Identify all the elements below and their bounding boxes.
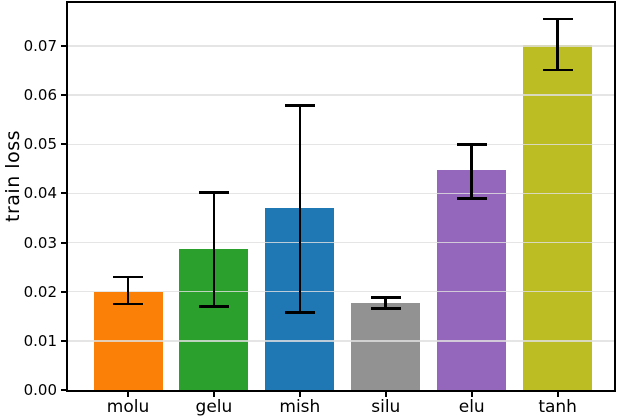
y-tick-label-0.04: 0.04 bbox=[23, 184, 57, 203]
bar-tanh bbox=[523, 44, 593, 390]
error-bar-silu bbox=[384, 297, 388, 309]
y-tick-0.06 bbox=[61, 94, 67, 97]
x-tick-label-gelu: gelu bbox=[195, 397, 233, 417]
error-cap-low-mish bbox=[284, 311, 315, 314]
y-tick-0.00 bbox=[61, 389, 67, 391]
error-bar-molu bbox=[126, 276, 130, 304]
y-tick-label-0.02: 0.02 bbox=[23, 282, 57, 301]
error-cap-high-tanh bbox=[542, 17, 573, 21]
y-tick-label-0.07: 0.07 bbox=[23, 37, 57, 55]
error-bar-tanh bbox=[556, 19, 559, 71]
y-tick-label-0.03: 0.03 bbox=[23, 233, 57, 252]
error-cap-low-elu bbox=[456, 197, 487, 200]
y-tick-0.02 bbox=[61, 290, 67, 293]
error-bar-elu bbox=[470, 144, 473, 199]
y-tick-label-0.05: 0.05 bbox=[23, 135, 57, 154]
error-bar-gelu bbox=[212, 192, 216, 307]
x-tick-label-elu: elu bbox=[458, 397, 485, 417]
error-cap-high-gelu bbox=[198, 191, 229, 194]
error-cap-high-silu bbox=[370, 296, 401, 299]
error-cap-low-silu bbox=[370, 307, 401, 310]
bar-molu bbox=[93, 291, 163, 390]
error-cap-high-mish bbox=[284, 104, 315, 107]
y-tick-label-0.00: 0.00 bbox=[23, 381, 57, 399]
y-tick-0.03 bbox=[61, 241, 67, 244]
x-tick-silu bbox=[384, 392, 387, 397]
error-cap-high-molu bbox=[113, 275, 143, 279]
error-cap-high-elu bbox=[456, 143, 487, 146]
plot-area bbox=[66, 1, 616, 392]
bars-layer bbox=[68, 3, 614, 390]
y-tick-0.01 bbox=[61, 339, 67, 342]
bar-elu bbox=[437, 170, 507, 390]
x-tick-mish bbox=[298, 392, 301, 397]
y-tick-0.04 bbox=[61, 192, 67, 195]
x-tick-tanh bbox=[556, 392, 559, 397]
bar-silu bbox=[351, 303, 421, 390]
error-bars-layer bbox=[68, 3, 614, 390]
error-cap-low-molu bbox=[113, 302, 143, 306]
x-tick-label-tanh: tanh bbox=[538, 397, 577, 417]
y-tick-0.07 bbox=[61, 45, 67, 47]
y-tick-0.05 bbox=[61, 143, 67, 146]
error-bar-mish bbox=[298, 105, 302, 313]
x-tick-gelu bbox=[212, 392, 215, 397]
x-tick-label-molu: molu bbox=[106, 397, 150, 417]
x-tick-elu bbox=[470, 392, 473, 397]
error-cap-low-tanh bbox=[542, 68, 573, 72]
y-tick-label-0.01: 0.01 bbox=[23, 331, 57, 350]
y-tick-label-0.06: 0.06 bbox=[23, 86, 57, 105]
x-tick-molu bbox=[127, 392, 129, 397]
x-tick-label-mish: mish bbox=[279, 397, 321, 417]
error-cap-low-gelu bbox=[198, 305, 229, 308]
x-tick-label-silu: silu bbox=[371, 397, 401, 417]
